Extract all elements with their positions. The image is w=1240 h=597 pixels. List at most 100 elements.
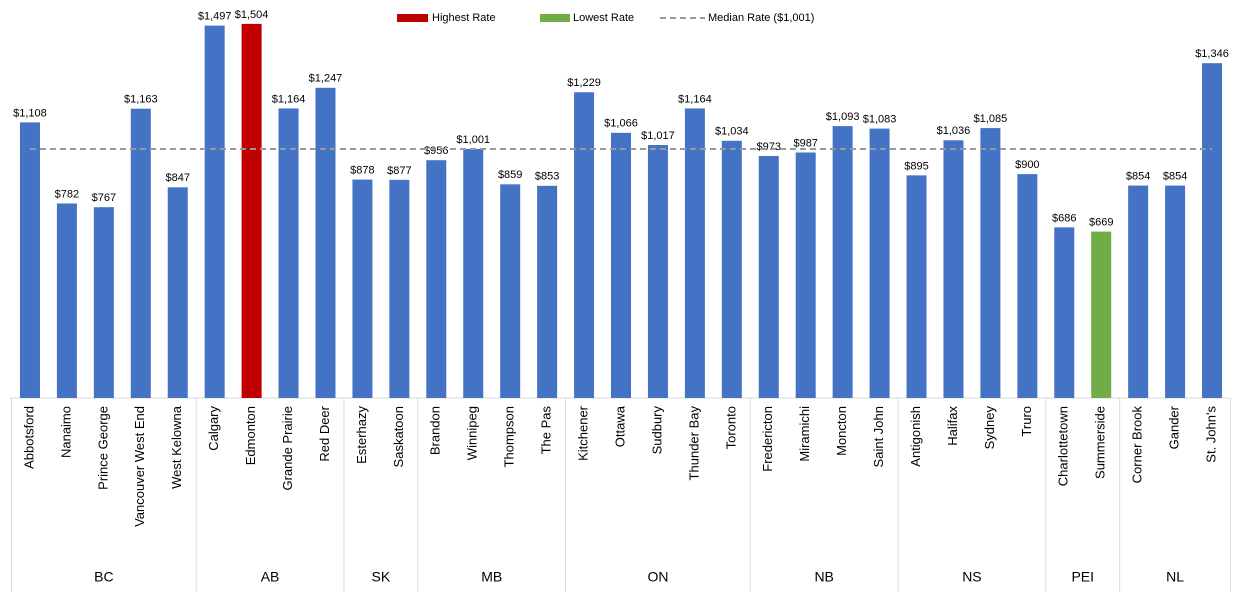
- value-label: $847: [165, 172, 189, 184]
- value-label: $1,247: [309, 73, 343, 85]
- bar: [1128, 185, 1149, 398]
- value-label: $1,017: [641, 130, 675, 142]
- value-label: $853: [535, 171, 559, 183]
- bar: [647, 145, 668, 398]
- bar: [869, 128, 890, 398]
- bar: [721, 140, 742, 399]
- value-label: $877: [387, 165, 411, 177]
- x-tick-label: Calgary: [206, 406, 221, 451]
- value-label: $895: [904, 160, 928, 172]
- bar: [19, 122, 40, 398]
- value-label: $782: [55, 188, 79, 200]
- value-label: $878: [350, 165, 374, 177]
- x-tick-label: Brandon: [428, 406, 443, 455]
- value-label: $1,164: [678, 93, 712, 105]
- value-label: $1,229: [567, 77, 601, 89]
- group-label: NL: [1166, 569, 1184, 585]
- x-tick-label: Corner Brook: [1130, 406, 1145, 484]
- group-label: MB: [481, 569, 502, 585]
- x-tick-label: Toronto: [723, 406, 738, 449]
- x-tick-label: Fredericton: [760, 406, 775, 472]
- x-tick-label: Saskatoon: [391, 406, 406, 467]
- bar: [906, 175, 927, 398]
- value-label: $1,001: [456, 134, 490, 146]
- x-tick-label: Moncton: [834, 406, 849, 456]
- value-label: $1,036: [937, 125, 971, 137]
- x-tick-label: Sydney: [982, 406, 997, 450]
- bar: [795, 152, 816, 398]
- bar: [1165, 185, 1186, 398]
- bar: [278, 108, 299, 398]
- bar: [943, 140, 964, 399]
- x-tick-label: Saint John: [871, 406, 886, 467]
- x-tick-label: West Kelowna: [169, 405, 184, 489]
- legend-swatch: [397, 14, 428, 22]
- bar: [167, 187, 188, 398]
- x-tick-label: Winnipeg: [465, 406, 480, 460]
- group-label: PEI: [1071, 569, 1094, 585]
- x-tick-label: Red Deer: [317, 405, 332, 461]
- value-label: $859: [498, 169, 522, 181]
- bar: [1017, 174, 1038, 398]
- legend-median: Median Rate ($1,001): [708, 12, 814, 24]
- value-label: $1,085: [974, 113, 1008, 125]
- x-tick-label: Vancouver West End: [132, 406, 147, 527]
- group-label: AB: [261, 569, 280, 585]
- group-label: ON: [647, 569, 668, 585]
- bar: [832, 126, 853, 399]
- value-label: $1,066: [604, 118, 638, 130]
- x-tick-label: Abbotsford: [21, 406, 36, 469]
- bar: [426, 160, 447, 398]
- x-tick-label: St. John's: [1203, 406, 1218, 463]
- legend-lowest: Lowest Rate: [573, 12, 634, 24]
- value-label: $686: [1052, 212, 1076, 224]
- x-tick-label: Antigonish: [908, 406, 923, 467]
- value-label: $1,093: [826, 111, 860, 123]
- x-tick-label: Ottawa: [612, 405, 627, 447]
- value-label: $1,083: [863, 114, 897, 126]
- x-tick-label: Esterhazy: [354, 406, 369, 464]
- value-label: $1,504: [235, 9, 269, 21]
- value-label: $1,164: [272, 93, 306, 105]
- value-label: $1,163: [124, 94, 158, 106]
- group-label: SK: [372, 569, 391, 585]
- x-tick-label: Edmonton: [243, 406, 258, 465]
- bar: [241, 23, 262, 398]
- bar: [758, 155, 779, 398]
- bar: [537, 185, 558, 398]
- group-label: NS: [962, 569, 981, 585]
- x-tick-label: Thunder Bay: [686, 406, 701, 481]
- bar: [611, 132, 631, 398]
- x-tick-label: Thompson: [502, 406, 517, 467]
- x-tick-label: Summerside: [1093, 406, 1108, 479]
- bar: [130, 108, 151, 399]
- x-tick-label: Truro: [1019, 406, 1034, 437]
- value-label: $1,497: [198, 11, 232, 23]
- x-tick-label: The Pas: [539, 406, 554, 455]
- x-tick-label: Kitchener: [575, 405, 590, 461]
- legend-swatch: [540, 14, 570, 22]
- value-label: $767: [92, 192, 116, 204]
- x-tick-label: Sudbury: [649, 406, 664, 455]
- bar: [56, 203, 77, 398]
- bar: [352, 179, 373, 398]
- value-label: $1,346: [1195, 48, 1229, 60]
- bar: [315, 87, 336, 398]
- value-label: $973: [757, 141, 781, 153]
- value-label: $900: [1015, 159, 1039, 171]
- value-label: $854: [1163, 170, 1187, 182]
- bar: [204, 25, 225, 399]
- bar: [980, 128, 1001, 398]
- value-label: $669: [1089, 216, 1113, 228]
- x-tick-label: Gander: [1167, 405, 1182, 449]
- value-label: $956: [424, 145, 448, 157]
- bar: [93, 207, 114, 398]
- x-tick-label: Miramichi: [797, 406, 812, 462]
- bar: [1202, 63, 1223, 399]
- bar: [684, 108, 705, 398]
- group-label: NB: [814, 569, 833, 585]
- bar: [500, 184, 521, 398]
- x-tick-label: Charlottetown: [1056, 406, 1071, 486]
- legend-highest: Highest Rate: [432, 12, 496, 24]
